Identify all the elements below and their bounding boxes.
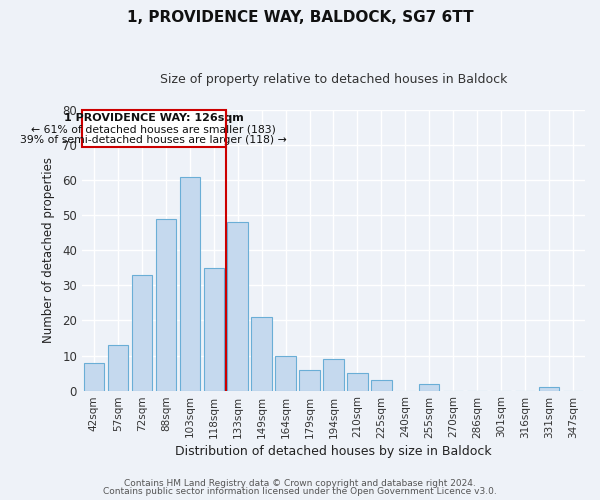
Text: Contains HM Land Registry data © Crown copyright and database right 2024.: Contains HM Land Registry data © Crown c… xyxy=(124,478,476,488)
Bar xyxy=(371,380,392,390)
Bar xyxy=(84,362,104,390)
Text: Contains public sector information licensed under the Open Government Licence v3: Contains public sector information licen… xyxy=(103,487,497,496)
Bar xyxy=(539,387,559,390)
Title: Size of property relative to detached houses in Baldock: Size of property relative to detached ho… xyxy=(160,72,507,86)
Bar xyxy=(155,219,176,390)
Bar xyxy=(179,177,200,390)
Bar xyxy=(107,345,128,391)
Text: ← 61% of detached houses are smaller (183): ← 61% of detached houses are smaller (18… xyxy=(31,124,276,134)
Bar xyxy=(251,317,272,390)
Text: 1, PROVIDENCE WAY, BALDOCK, SG7 6TT: 1, PROVIDENCE WAY, BALDOCK, SG7 6TT xyxy=(127,10,473,25)
Y-axis label: Number of detached properties: Number of detached properties xyxy=(42,158,55,344)
Bar xyxy=(419,384,439,390)
Bar xyxy=(203,268,224,390)
Text: 39% of semi-detached houses are larger (118) →: 39% of semi-detached houses are larger (… xyxy=(20,136,287,145)
Bar xyxy=(227,222,248,390)
Bar xyxy=(275,356,296,390)
Bar xyxy=(299,370,320,390)
Bar xyxy=(131,275,152,390)
Text: 1 PROVIDENCE WAY: 126sqm: 1 PROVIDENCE WAY: 126sqm xyxy=(64,114,244,124)
Bar xyxy=(323,359,344,390)
Bar xyxy=(347,373,368,390)
Bar xyxy=(82,110,226,147)
X-axis label: Distribution of detached houses by size in Baldock: Distribution of detached houses by size … xyxy=(175,444,492,458)
